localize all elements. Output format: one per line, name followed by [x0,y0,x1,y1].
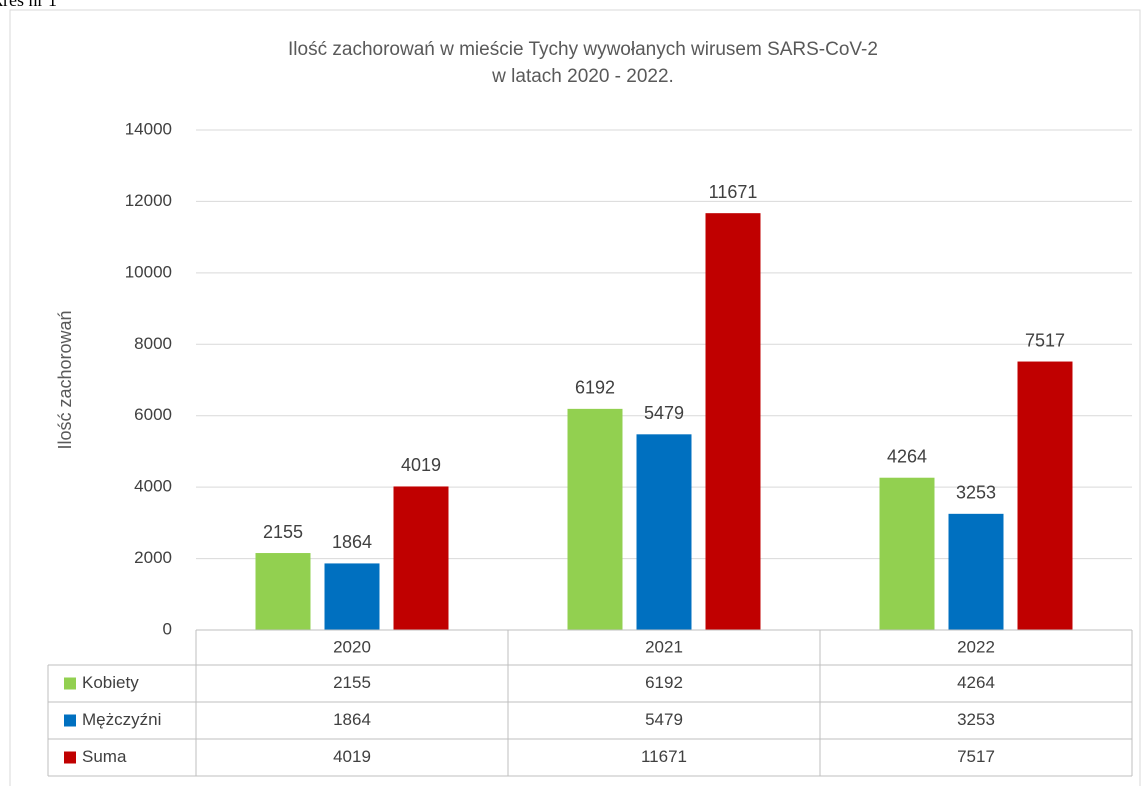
chart-frame [9,9,1141,786]
x-tick-label: 2020 [333,637,371,656]
x-tick-label: 2022 [957,637,995,656]
y-tick-label: 10000 [125,262,172,281]
table-cell: 7517 [957,747,995,766]
bar [705,213,761,630]
table-cell: 3253 [957,710,995,729]
table-cell: 6192 [645,673,683,692]
data-label: 4264 [887,446,927,466]
data-label: 11671 [709,182,758,202]
y-axis-label: Ilość zachorowań [55,310,75,449]
legend-label: Suma [82,747,127,766]
data-label: 3253 [956,483,996,503]
bar [567,408,623,630]
table-cell: 4264 [957,673,995,692]
bar [393,486,449,630]
table-cell: 1864 [333,710,371,729]
data-label: 2155 [263,522,303,542]
chart-title: Ilość zachorowań w mieście Tychy wywołan… [288,39,878,60]
data-label: 7517 [1025,330,1065,350]
bar [1017,361,1073,630]
data-label: 5479 [644,403,684,423]
data-label: 6192 [575,378,615,398]
legend-swatch [64,751,76,764]
bar [879,477,935,630]
y-tick-label: 4000 [134,477,172,496]
bar [255,553,311,630]
table-cell: 2155 [333,673,371,692]
y-tick-label: 2000 [134,548,172,567]
y-tick-label: 0 [163,619,172,638]
x-tick-label: 2021 [645,637,683,656]
bar [948,513,1004,630]
chart-title: w latach 2020 - 2022. [491,66,674,87]
legend-swatch [64,714,76,727]
bar [636,434,692,630]
y-tick-label: 12000 [125,191,172,210]
legend-swatch [64,677,76,690]
y-tick-label: 6000 [134,405,172,424]
bar [324,563,380,630]
caption: kres nr 1 [0,0,57,10]
data-label: 1864 [332,532,372,552]
table-cell: 4019 [333,747,371,766]
legend-label: Mężczyźni [82,710,161,729]
legend-label: Kobiety [82,673,139,692]
table-cell: 5479 [645,710,683,729]
table-cell: 11671 [641,747,687,766]
data-label: 4019 [401,455,441,475]
y-tick-label: 14000 [125,119,172,138]
y-tick-label: 8000 [134,334,172,353]
